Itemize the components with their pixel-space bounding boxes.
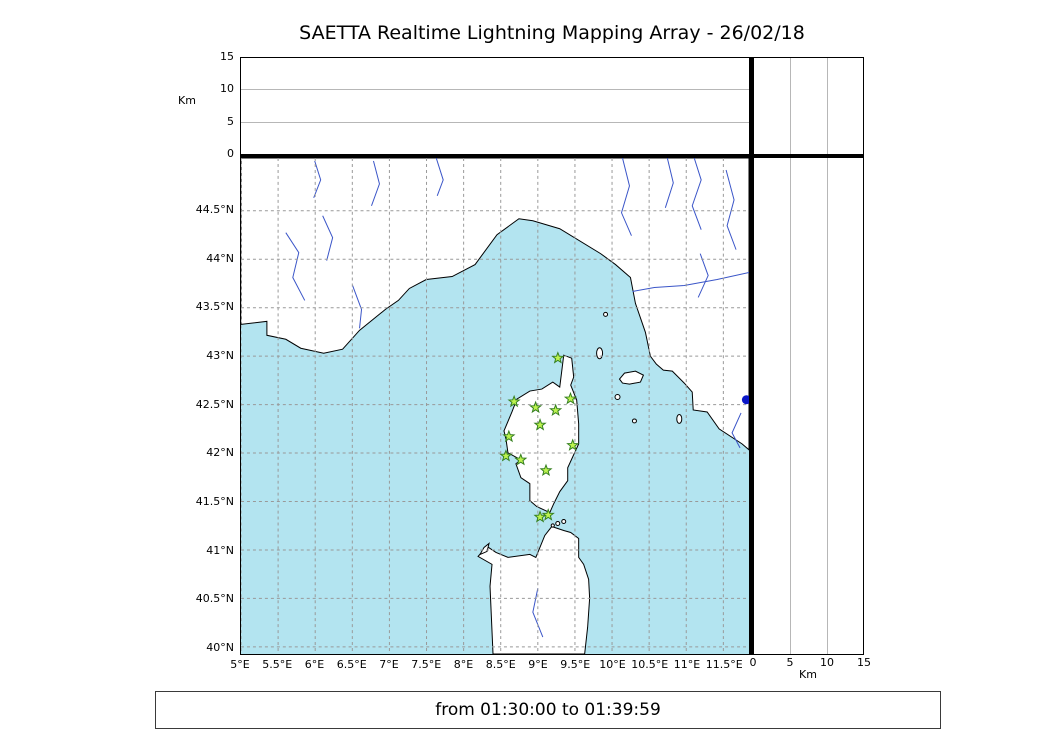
altitude-tick-label: 0 bbox=[227, 147, 234, 160]
panel-separator-vertical bbox=[750, 57, 753, 655]
island-maddalena bbox=[561, 519, 567, 525]
longitude-tick-label: 10.5°E bbox=[631, 658, 669, 671]
longitude-tick-label: 9°E bbox=[528, 658, 548, 671]
longitude-tick-label: 7°E bbox=[379, 658, 399, 671]
landmasses bbox=[241, 158, 749, 654]
time-range-text: from 01:30:00 to 01:39:59 bbox=[435, 700, 661, 720]
longitude-tick-label: 11.5°E bbox=[705, 658, 743, 671]
station-star bbox=[539, 463, 553, 477]
station-stars bbox=[499, 351, 580, 523]
latitude-tick-label: 41.5°N bbox=[195, 494, 234, 508]
station-star bbox=[563, 391, 578, 405]
data-markers bbox=[741, 395, 749, 405]
altitude-tick-label: 15 bbox=[220, 50, 234, 63]
altitude-gridline bbox=[241, 89, 749, 90]
altitude-tick-label: 10 bbox=[820, 656, 834, 669]
station-star bbox=[548, 403, 563, 417]
altitude-tick-label: 10 bbox=[220, 82, 234, 96]
island-montecristo bbox=[631, 418, 637, 424]
figure-title: SAETTA Realtime Lightning Mapping Array … bbox=[299, 22, 805, 44]
altitude-gridline bbox=[827, 58, 828, 154]
altitude-gridline bbox=[790, 158, 791, 654]
latitude-tick-label: 43°N bbox=[206, 348, 234, 362]
latitude-tick-label: 43.5°N bbox=[195, 300, 234, 314]
island-elba bbox=[618, 370, 645, 385]
altitude-longitude-panel bbox=[240, 57, 750, 155]
latitude-tick-label: 41°N bbox=[206, 543, 234, 557]
time-range-box: from 01:30:00 to 01:39:59 bbox=[155, 691, 941, 729]
altitude-latitude-panel bbox=[753, 157, 864, 655]
latitude-tick-label: 42.5°N bbox=[195, 397, 234, 411]
altitude-tick-label: 5 bbox=[786, 656, 794, 669]
land-corsica bbox=[503, 354, 580, 514]
island-capraia bbox=[596, 347, 604, 360]
island-maddalena bbox=[550, 523, 555, 528]
station-star bbox=[533, 510, 547, 523]
station-star bbox=[541, 508, 555, 521]
longitude-tick-label: 7.5°E bbox=[411, 658, 442, 671]
altitude-axis-unit-label: Km bbox=[799, 668, 817, 681]
station-star bbox=[514, 452, 528, 466]
longitude-tick-label: 6.5°E bbox=[336, 658, 367, 671]
station-star bbox=[499, 449, 513, 462]
station-star bbox=[507, 394, 521, 408]
station-star bbox=[502, 429, 516, 443]
altitude-gridline bbox=[790, 58, 791, 154]
map-panel bbox=[240, 157, 750, 655]
altitude-histogram-panel bbox=[753, 57, 864, 155]
altitude-gridline bbox=[241, 122, 749, 123]
island-maddalena bbox=[555, 521, 561, 527]
latitude-tick-label: 40.5°N bbox=[195, 592, 234, 606]
longitude-tick-label: 8°E bbox=[453, 658, 474, 671]
latitude-tick-label: 44.5°N bbox=[195, 203, 234, 216]
station-star bbox=[528, 400, 543, 414]
latitude-tick-label: 40°N bbox=[206, 640, 234, 654]
land-france-italy bbox=[241, 158, 749, 451]
station-star bbox=[566, 438, 580, 451]
latitude-tick-label: 42°N bbox=[206, 446, 234, 460]
altitude-tick-label: 0 bbox=[749, 656, 757, 669]
station-star bbox=[551, 351, 565, 364]
longitude-tick-label: 5°E bbox=[230, 658, 250, 671]
longitude-tick-label: 9.5°E bbox=[560, 658, 591, 671]
altitude-gridline bbox=[827, 158, 828, 654]
station-star bbox=[533, 417, 547, 431]
longitude-tick-label: 6°E bbox=[304, 658, 325, 671]
altitude-tick-label: 15 bbox=[857, 656, 871, 669]
altitude-axis-unit-label: Km bbox=[178, 94, 196, 107]
island-pianosa bbox=[614, 394, 621, 401]
map-gridlines bbox=[241, 158, 749, 654]
latitude-tick-label: 44°N bbox=[206, 251, 234, 265]
altitude-tick-label: 5 bbox=[227, 114, 234, 128]
longitude-tick-label: 8.5°E bbox=[485, 658, 516, 671]
island-gorgona bbox=[603, 311, 609, 317]
rivers bbox=[285, 158, 749, 638]
longitude-tick-label: 11°E bbox=[673, 658, 701, 671]
island-giglio bbox=[676, 413, 683, 424]
panel-separator-horizontal bbox=[240, 154, 864, 157]
longitude-tick-label: 10°E bbox=[599, 658, 626, 671]
data-dot bbox=[741, 395, 749, 405]
longitude-tick-label: 5.5°E bbox=[262, 658, 293, 671]
